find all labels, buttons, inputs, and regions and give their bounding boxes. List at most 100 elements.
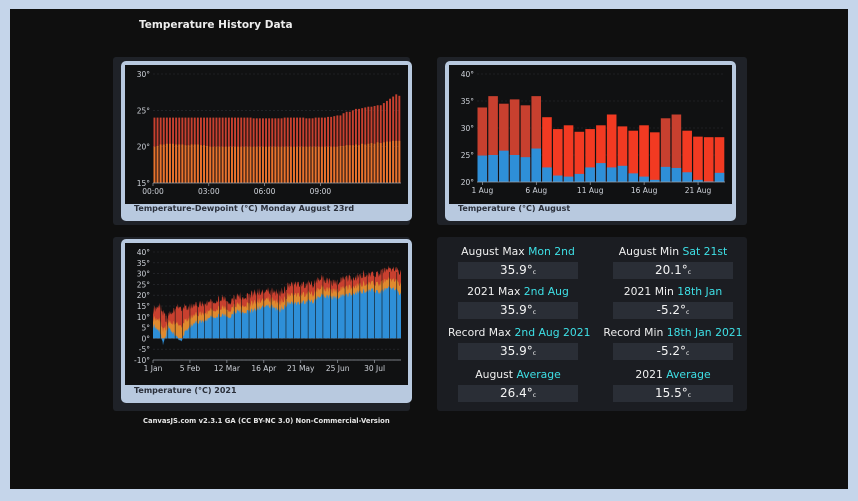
min-temp-bar — [531, 148, 541, 182]
canvasjs-credit[interactable]: CanvasJS.com v2.3.1 GA (CC BY-NC 3.0) No… — [143, 417, 390, 425]
y-tick-label: 30° — [461, 124, 475, 133]
dewpoint-bar — [212, 146, 215, 183]
stat-august-min: August Min Sat 21st 20.1°c — [603, 245, 743, 279]
dewpoint-bar — [293, 146, 295, 183]
x-tick-label: 03:00 — [198, 187, 220, 196]
dewpoint-bar — [215, 146, 218, 183]
stat-highlight: 18th Jan — [677, 285, 723, 298]
x-tick-label: 09:00 — [310, 187, 332, 196]
dewpoint-bar — [386, 141, 388, 183]
max-temp-bar — [650, 132, 660, 182]
max-temp-bar — [639, 125, 649, 182]
max-temp-bar — [509, 99, 520, 182]
dewpoint-bar — [280, 146, 283, 183]
min-temp-bar — [693, 179, 703, 182]
dewpoint-bar — [206, 145, 209, 183]
dewpoint-bar — [224, 146, 227, 183]
y-tick-label: 40° — [461, 70, 475, 79]
stat-label: 2021 Min — [623, 285, 678, 298]
dewpoint-bar — [355, 144, 357, 183]
max-temp-bar — [714, 137, 725, 182]
y-tick-label: 35° — [137, 259, 151, 268]
x-tick-label: 25 Jun — [326, 364, 350, 373]
stat-value-box: -5.2°c — [613, 343, 733, 360]
dewpoint-bar — [286, 146, 289, 183]
x-tick-label: 12 Mar — [214, 364, 241, 373]
dewpoint-bar — [246, 146, 249, 183]
max-temp-bar — [628, 130, 639, 182]
dewpoint-bar — [255, 146, 258, 183]
y-tick-label: 15° — [137, 302, 151, 311]
y-tick-label: 25° — [137, 106, 151, 115]
temperature-bar — [395, 94, 398, 183]
stat-value: 15.5° — [654, 386, 688, 400]
dewpoint-bar — [370, 143, 373, 183]
dewpoint-bar — [361, 143, 364, 183]
stat-2021-min: 2021 Min 18th Jan -5.2°c — [603, 285, 743, 319]
stat-label: Record Min — [603, 326, 667, 339]
stat-highlight: 18th Jan 2021 — [666, 326, 743, 339]
dewpoint-bar — [268, 146, 271, 183]
y-tick-label: -5° — [139, 345, 150, 354]
min-temp-bar — [660, 166, 671, 182]
dewpoint-chart[interactable]: 15° 20° 25° 30° 00:00 03:00 06:00 09:00 — [125, 65, 408, 204]
stat-unit: c — [532, 309, 537, 316]
y-tick-label: 25° — [461, 151, 475, 160]
min-temp-bar — [499, 150, 509, 182]
stat-august-max: August Max Mon 2nd 35.9°c — [448, 245, 588, 279]
dewpoint-bar — [209, 146, 212, 183]
min-temp-bar — [542, 167, 552, 182]
stat-highlight: Average — [666, 368, 711, 381]
stat-highlight: Average — [516, 368, 561, 381]
august-chart[interactable]: 20° 25° 30° 35° 40° 1 Aug 6 Aug 11 Aug 16 Aug 21 … — [449, 65, 732, 204]
max-temp-bar — [693, 136, 703, 182]
dewpoint-bar — [351, 145, 354, 183]
x-tick-label: 21 May — [287, 364, 315, 373]
dewpoint-bar — [262, 146, 264, 183]
dewpoint-bar — [330, 146, 333, 183]
max-temp-bar — [617, 126, 628, 182]
year-chart-card: -10° -5° 0° 5° 10° 15° 20° 25° 30° 35° 40° 1 Jan 5 F… — [121, 239, 412, 403]
y-tick-label: 20° — [461, 178, 475, 187]
min-temp-bar — [552, 175, 563, 182]
dewpoint-bar — [296, 146, 298, 183]
max-temp-bar — [563, 125, 574, 182]
dewpoint-bar — [305, 146, 308, 183]
dewpoint-bar — [181, 144, 184, 183]
dewpoint-bar — [234, 146, 236, 183]
stat-unit: c — [532, 269, 537, 276]
stat-2021-max: 2021 Max 2nd Aug 35.9°c — [448, 285, 588, 319]
dewpoint-bar — [159, 144, 162, 183]
dewpoint-bar — [289, 146, 292, 183]
stat-2021-average: 2021 Average 15.5°c — [603, 368, 743, 402]
august-chart-card: 20° 25° 30° 35° 40° 1 Aug 6 Aug 11 Aug 16 Aug 21 … — [445, 61, 736, 221]
stat-value-box: 35.9°c — [458, 343, 578, 360]
y-tick-label: 20° — [137, 291, 151, 300]
max-temp-bar — [682, 130, 692, 182]
min-temp-bar — [477, 155, 488, 182]
x-tick-label: 11 Aug — [577, 186, 604, 195]
dewpoint-bar — [165, 143, 168, 183]
max-temp-bar — [671, 114, 682, 182]
y-tick-label: 20° — [137, 143, 151, 152]
max-temp-bar — [552, 129, 563, 182]
stat-value-box: 20.1°c — [613, 262, 733, 279]
dewpoint-bar — [193, 144, 196, 183]
x-tick-label: 00:00 — [142, 187, 164, 196]
dewpoint-bar — [169, 143, 171, 183]
dewpoint-bar — [237, 146, 240, 183]
year-chart[interactable]: -10° -5° 0°5° 10° 15° 20° 25°30° 35° 40° 1 Jan 5 F… — [125, 243, 408, 385]
x-tick-label: 16 Apr — [251, 364, 277, 373]
stat-value-box: 15.5°c — [613, 385, 733, 402]
dewpoint-bar — [283, 146, 286, 183]
y-tick-label: 30° — [137, 270, 151, 279]
min-temp-bar — [617, 165, 628, 182]
stat-value: 35.9° — [499, 263, 533, 277]
dewpoint-bar — [243, 146, 246, 183]
y-tick-label: 40° — [137, 248, 151, 257]
stat-highlight: 2nd Aug 2021 — [514, 326, 591, 339]
dewpoint-bar — [196, 144, 199, 183]
stat-unit: c — [687, 392, 692, 399]
stat-highlight: 2nd Aug — [523, 285, 569, 298]
min-temperature-area — [153, 285, 401, 346]
